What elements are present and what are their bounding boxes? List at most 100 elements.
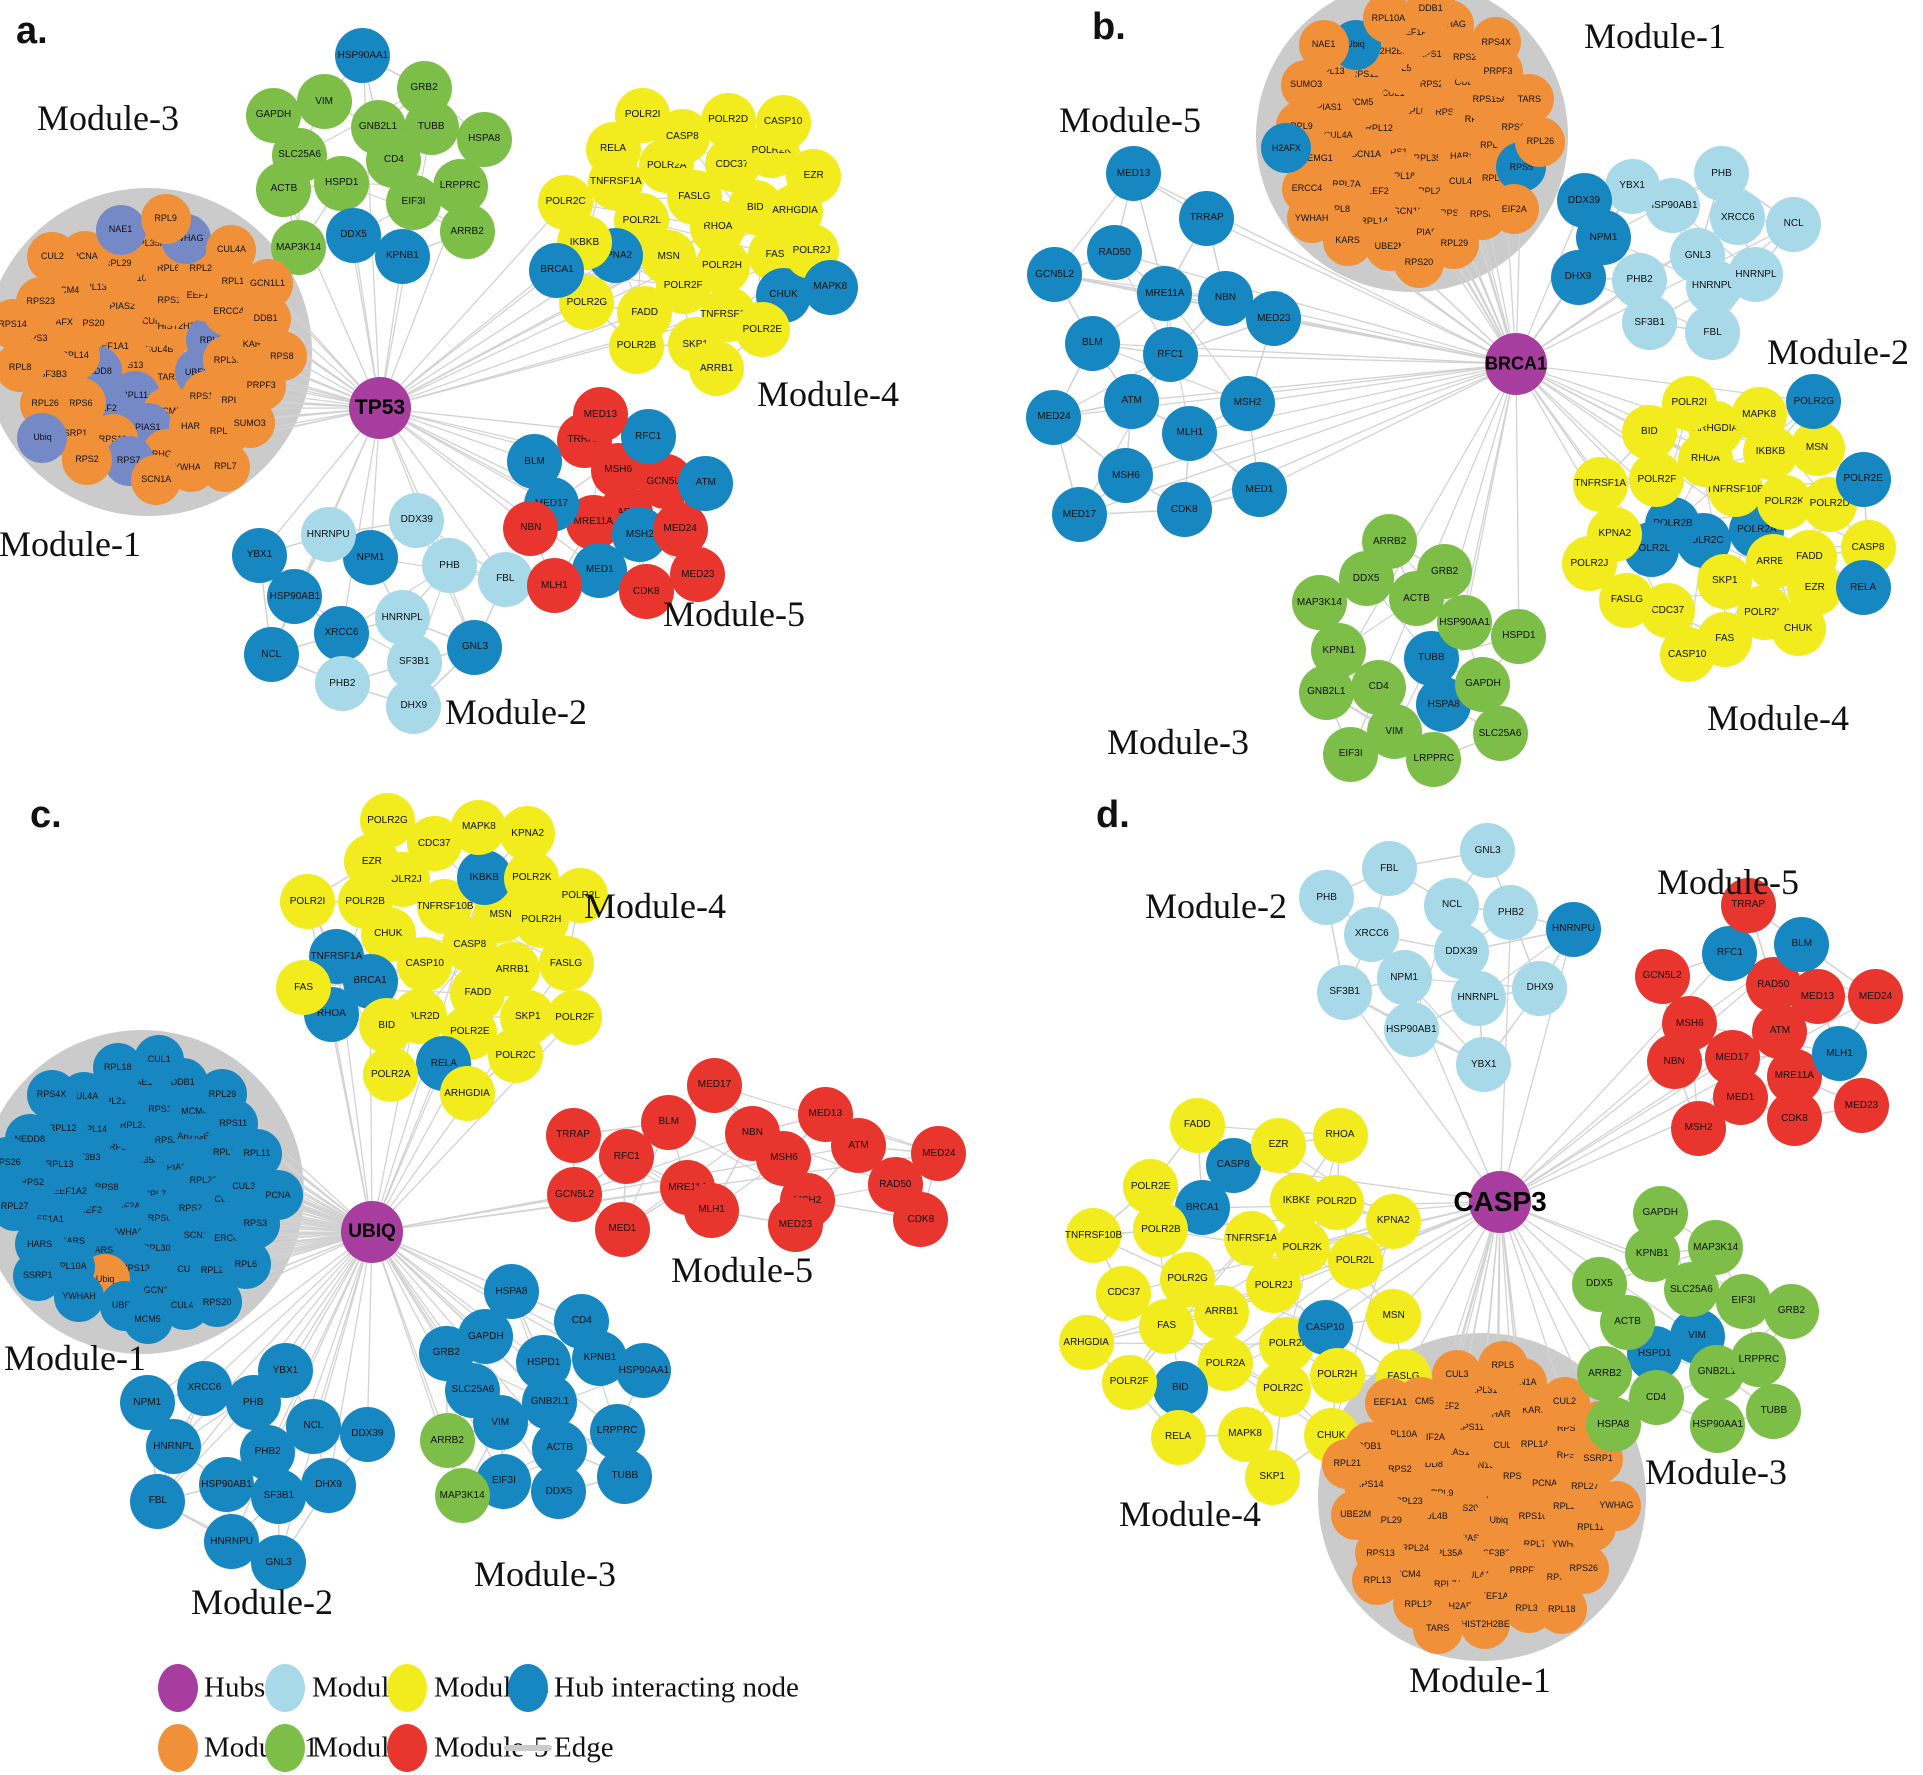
node-POLR2F[interactable]: POLR2F <box>1101 1354 1157 1410</box>
node-POLR2K[interactable]: POLR2K <box>1274 1220 1330 1276</box>
node-MED1[interactable]: MED1 <box>594 1201 650 1257</box>
node-FASLG[interactable]: FASLG <box>538 936 594 992</box>
node-MLH1[interactable]: MLH1 <box>526 558 582 614</box>
node-SLC25A6[interactable]: SLC25A6 <box>1472 706 1528 762</box>
node-ARRB2[interactable]: ARRB2 <box>1362 514 1418 570</box>
node-HSP90AB1[interactable]: HSP90AB1 <box>199 1457 255 1513</box>
node-POLR2D[interactable]: POLR2D <box>700 92 756 148</box>
node-MSN[interactable]: MSN <box>1789 420 1845 476</box>
node-MED13[interactable]: MED13 <box>797 1086 853 1142</box>
node-RPS4X[interactable]: RPS4X <box>1471 17 1522 68</box>
node-HNRNPU[interactable]: HNRNPU <box>300 507 356 563</box>
node-FBL[interactable]: FBL <box>1361 841 1417 896</box>
hub-UBIQ[interactable] <box>341 1201 403 1263</box>
node-RPS2[interactable]: RPS2 <box>62 434 113 485</box>
node-TNFRSF1A[interactable]: TNFRSF1A <box>1223 1211 1279 1267</box>
node-TUBB[interactable]: TUBB <box>1746 1383 1802 1439</box>
node-NCL[interactable]: NCL <box>243 627 299 683</box>
node-NAE1[interactable]: NAE1 <box>1298 19 1349 70</box>
node-RPL7[interactable]: RPL7 <box>200 441 251 492</box>
node-MED13[interactable]: MED13 <box>1105 146 1161 202</box>
node-HSPA8[interactable]: HSPA8 <box>1585 1397 1641 1453</box>
node-ARRB2[interactable]: ARRB2 <box>1577 1346 1633 1402</box>
node-FBL[interactable]: FBL <box>130 1473 186 1529</box>
node-ARRB2[interactable]: ARRB2 <box>419 1413 475 1469</box>
node-TRRAP[interactable]: TRRAP <box>545 1107 601 1163</box>
node-DDX39[interactable]: DDX39 <box>339 1406 395 1462</box>
node-HSPA8[interactable]: HSPA8 <box>483 1264 539 1320</box>
node-TUBB[interactable]: TUBB <box>597 1448 653 1504</box>
node-DHX9[interactable]: DHX9 <box>1550 249 1606 305</box>
node-GNB2L1[interactable]: GNB2L1 <box>1298 664 1354 720</box>
node-CUL3[interactable]: CUL3 <box>1431 1349 1482 1400</box>
node-YBX1[interactable]: YBX1 <box>1604 158 1660 214</box>
node-MSH2[interactable]: MSH2 <box>1220 375 1276 431</box>
node-PHB[interactable]: PHB <box>1694 146 1750 202</box>
node-BLM[interactable]: BLM <box>641 1094 697 1150</box>
node-SF3B1[interactable]: SF3B1 <box>1317 964 1373 1020</box>
node-TRRAP[interactable]: TRRAP <box>1179 190 1235 246</box>
node-POLR2C[interactable]: POLR2C <box>488 1028 544 1084</box>
node-GRB2[interactable]: GRB2 <box>1417 544 1473 600</box>
node-MSN[interactable]: MSN <box>1366 1288 1422 1344</box>
node-TARS[interactable]: TARS <box>1412 1603 1463 1654</box>
node-RPL18[interactable]: RPL18 <box>1536 1584 1587 1635</box>
node-EEF1A1[interactable]: EEF1A1 <box>1365 1377 1416 1428</box>
node-DHX9[interactable]: DHX9 <box>386 678 442 734</box>
node-RPS4X[interactable]: RPS4X <box>26 1069 77 1120</box>
node-MED23[interactable]: MED23 <box>1833 1078 1889 1134</box>
node-FAS[interactable]: FAS <box>276 960 332 1016</box>
node-DDX5[interactable]: DDX5 <box>1571 1256 1627 1312</box>
node-POLR2G[interactable]: POLR2G <box>1786 374 1842 429</box>
node-NBN[interactable]: NBN <box>1197 270 1253 326</box>
node-PHB2[interactable]: PHB2 <box>314 656 370 712</box>
node-NCL[interactable]: NCL <box>285 1398 341 1454</box>
node-NCL[interactable]: NCL <box>1424 877 1480 933</box>
node-GCN1L1[interactable]: GCN1L1 <box>242 258 293 309</box>
node-BLM[interactable]: BLM <box>1064 315 1120 371</box>
node-MLH1[interactable]: MLH1 <box>1811 1026 1867 1082</box>
node-YBX1[interactable]: YBX1 <box>232 527 288 583</box>
node-KPNB1[interactable]: KPNB1 <box>374 228 430 284</box>
node-NBN[interactable]: NBN <box>503 500 559 556</box>
node-RPL21[interactable]: RPL21 <box>1322 1438 1373 1489</box>
node-UBE2M[interactable]: UBE2M <box>1330 1489 1381 1540</box>
hub-CASP3[interactable] <box>1469 1171 1531 1233</box>
node-SF3B1[interactable]: SF3B1 <box>251 1468 307 1524</box>
node-CD4[interactable]: CD4 <box>554 1293 610 1349</box>
node-GCN5L2[interactable]: GCN5L2 <box>1634 948 1690 1004</box>
node-POLR2L[interactable]: POLR2L <box>1327 1233 1383 1289</box>
node-MED17[interactable]: MED17 <box>1051 487 1107 543</box>
node-RELA[interactable]: RELA <box>1835 560 1891 616</box>
node-SCN1A[interactable]: SCN1A <box>131 454 182 505</box>
hub-TP53[interactable] <box>349 377 411 439</box>
node-GCN5L2[interactable]: GCN5L2 <box>546 1167 602 1223</box>
node-NCL[interactable]: NCL <box>1766 196 1822 252</box>
node-RHOA[interactable]: RHOA <box>1312 1107 1368 1163</box>
node-FADD[interactable]: FADD <box>1169 1097 1225 1153</box>
node-PHB[interactable]: PHB <box>422 538 478 594</box>
node-MED23[interactable]: MED23 <box>767 1197 823 1253</box>
node-POLR2D[interactable]: POLR2D <box>1309 1174 1365 1230</box>
node-HSPD1[interactable]: HSPD1 <box>1491 608 1547 664</box>
node-MLH1[interactable]: MLH1 <box>684 1182 740 1238</box>
node-CUL2[interactable]: CUL2 <box>27 231 78 282</box>
node-GAPDH[interactable]: GAPDH <box>1632 1185 1688 1241</box>
node-CDK8[interactable]: CDK8 <box>1156 482 1212 538</box>
node-MED13[interactable]: MED13 <box>1789 969 1845 1025</box>
node-POLR2I[interactable]: POLR2I <box>1661 375 1717 431</box>
node-MED13[interactable]: MED13 <box>572 387 628 443</box>
node-MAP3K14[interactable]: MAP3K14 <box>1291 575 1347 631</box>
node-POLR2I[interactable]: POLR2I <box>615 87 671 143</box>
node-GCN5L2[interactable]: GCN5L2 <box>1027 247 1083 303</box>
node-MED17[interactable]: MED17 <box>686 1057 742 1113</box>
node-HSPA8[interactable]: HSPA8 <box>456 111 512 167</box>
node-EIF3I[interactable]: EIF3I <box>1716 1273 1771 1329</box>
node-ATM[interactable]: ATM <box>678 455 734 511</box>
node-DDX39[interactable]: DDX39 <box>389 492 445 548</box>
node-PHB[interactable]: PHB <box>1299 870 1355 926</box>
node-VIM[interactable]: VIM <box>296 74 352 130</box>
hub-BRCA1[interactable] <box>1485 333 1547 395</box>
node-Ubiq[interactable]: Ubiq <box>17 412 68 463</box>
node-RPS20[interactable]: RPS20 <box>1393 237 1444 288</box>
